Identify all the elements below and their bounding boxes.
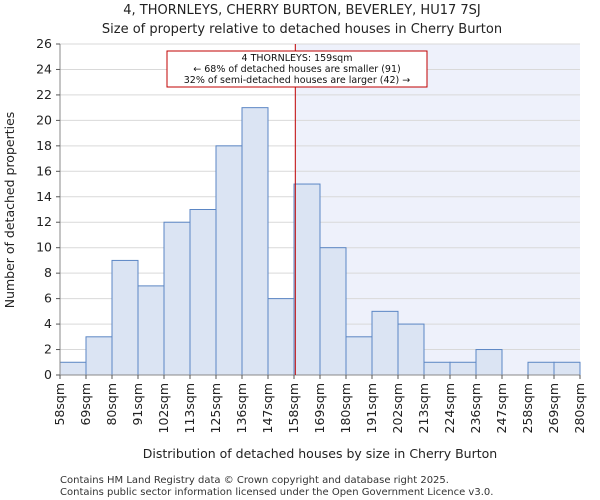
bar-202sqm [397, 323, 425, 376]
y-tick-label: 6 [44, 291, 52, 306]
bar-180sqm [345, 336, 373, 376]
chart-title-line2: Size of property relative to detached ho… [102, 22, 502, 37]
x-tick-label: 236sqm [468, 383, 483, 433]
y-axis-label: Number of detached properties [2, 112, 17, 309]
x-tick-label: 91sqm [130, 383, 145, 426]
footer-line1: Contains HM Land Registry data © Crown c… [60, 475, 449, 486]
x-tick-label: 69sqm [78, 383, 93, 426]
x-tick-label: 169sqm [312, 383, 327, 433]
y-tick-label: 12 [36, 214, 52, 229]
bar-147sqm [267, 298, 295, 376]
bar-102sqm [163, 221, 191, 376]
y-tick-label: 24 [36, 61, 52, 76]
x-tick-label: 180sqm [338, 383, 353, 433]
x-tick-label: 80sqm [104, 383, 119, 426]
annotation-box [166, 50, 428, 88]
x-tick-label: 113sqm [182, 383, 197, 433]
x-tick-label: 224sqm [442, 383, 457, 433]
bar-191sqm [371, 310, 399, 376]
y-tick-label: 16 [36, 163, 52, 178]
bar-269sqm [553, 361, 581, 376]
x-tick-label: 247sqm [494, 383, 509, 433]
x-tick-label: 269sqm [546, 383, 561, 433]
x-tick-label: 102sqm [156, 383, 171, 433]
annotation-line1: 4 THORNLEYS: 159sqm [242, 53, 353, 64]
y-tick-label: 4 [44, 316, 52, 331]
x-axis-label: Distribution of detached houses by size … [143, 446, 497, 461]
x-tick-label: 202sqm [390, 383, 405, 433]
annotation-line2: ← 68% of detached houses are smaller (91… [193, 64, 400, 75]
y-tick-label: 0 [44, 367, 52, 382]
bar-91sqm [137, 285, 165, 376]
bar-236sqm [475, 349, 503, 376]
bar-258sqm [527, 361, 555, 376]
footer-line2: Contains public sector information licen… [60, 487, 493, 498]
y-tick-label: 18 [36, 138, 52, 153]
y-tick-label: 2 [44, 342, 52, 357]
x-tick-label: 136sqm [234, 383, 249, 433]
bar-136sqm [241, 107, 269, 376]
bar-158sqm [293, 183, 321, 376]
bar-58sqm [59, 361, 87, 376]
y-tick-label: 8 [44, 265, 52, 280]
y-tick-label: 26 [36, 36, 52, 51]
x-tick-label: 213sqm [416, 383, 431, 433]
x-tick-label: 58sqm [52, 383, 67, 426]
x-tick-label: 158sqm [286, 383, 301, 433]
x-tick-label: 280sqm [572, 383, 587, 433]
bar-80sqm [111, 259, 139, 376]
bar-224sqm [449, 361, 477, 376]
x-tick-label: 191sqm [364, 383, 379, 433]
x-tick-label: 125sqm [208, 383, 223, 433]
y-tick-label: 20 [36, 112, 52, 127]
bar-169sqm [319, 247, 347, 376]
chart-title-line1: 4, THORNLEYS, CHERRY BURTON, BEVERLEY, H… [123, 3, 480, 18]
bar-213sqm [423, 361, 451, 376]
y-tick-label: 22 [36, 87, 52, 102]
y-tick-label: 10 [36, 240, 52, 255]
bar-69sqm [85, 336, 113, 376]
y-tick-label: 14 [36, 189, 52, 204]
x-tick-label: 258sqm [520, 383, 535, 433]
bar-125sqm [215, 145, 243, 376]
bar-113sqm [189, 209, 217, 376]
annotation-line3: 32% of semi-detached houses are larger (… [184, 75, 411, 86]
x-tick-label: 147sqm [260, 383, 275, 433]
